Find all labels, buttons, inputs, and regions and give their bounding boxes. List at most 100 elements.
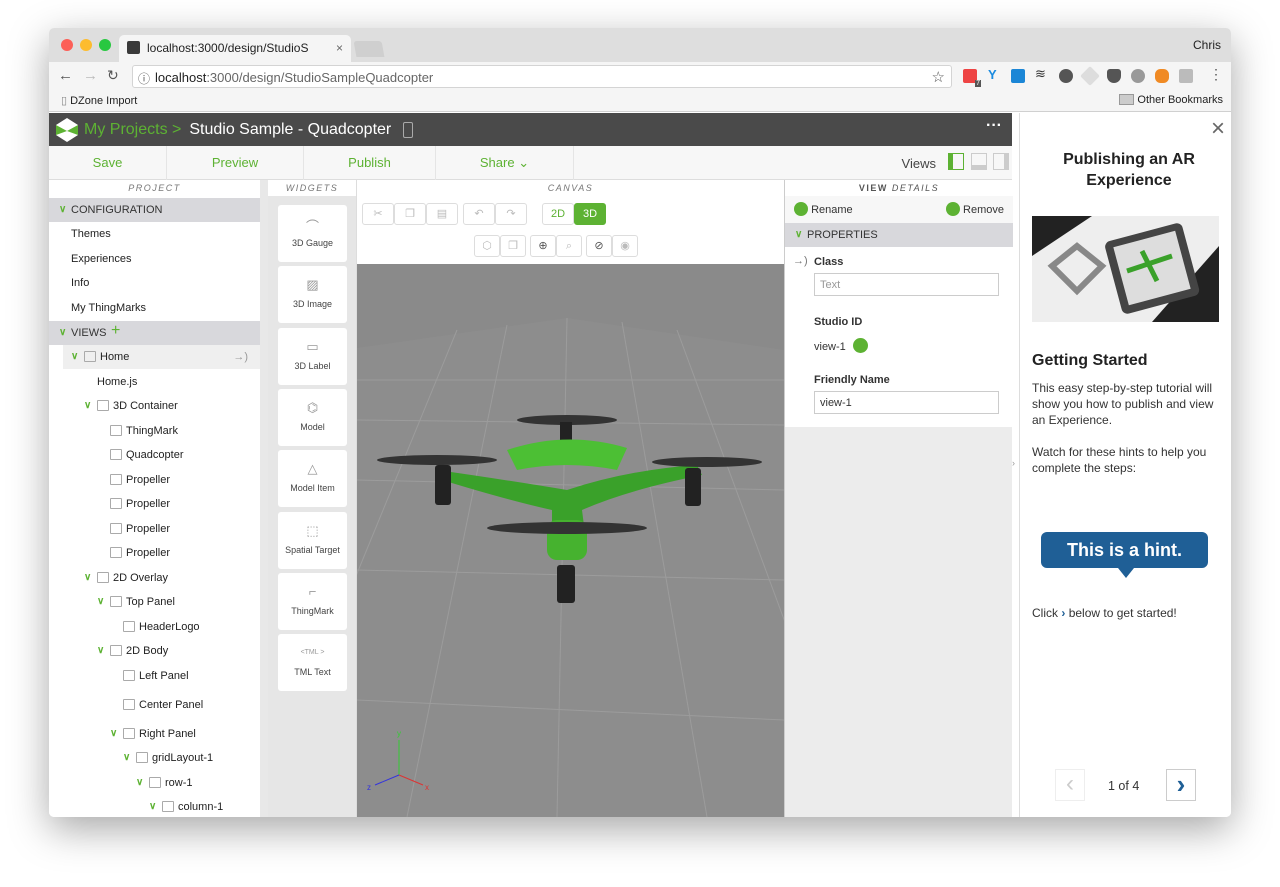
- chevron-down-icon[interactable]: ∨: [136, 777, 144, 788]
- tree-item[interactable]: ∨ 2D Body: [49, 639, 260, 663]
- widget-card[interactable]: ▨ 3D Image: [278, 266, 347, 324]
- widget-card[interactable]: △ Model Item: [278, 450, 347, 508]
- pocket-icon[interactable]: [1107, 69, 1121, 83]
- zoom-selected-icon[interactable]: ⌕: [556, 235, 582, 257]
- right-panel-layout-icon[interactable]: [993, 153, 1009, 170]
- widget-card[interactable]: ⬚ Spatial Target: [278, 511, 347, 569]
- cut-icon[interactable]: ✂: [362, 203, 394, 225]
- tree-item[interactable]: Propeller: [49, 541, 260, 565]
- other-bookmarks[interactable]: Other Bookmarks: [1119, 94, 1223, 106]
- tree-item[interactable]: Propeller: [49, 492, 260, 516]
- square-extension-icon[interactable]: [1179, 69, 1193, 83]
- diamond-extension-icon[interactable]: [1080, 66, 1100, 86]
- config-item[interactable]: Info: [49, 271, 260, 295]
- 3d-scene[interactable]: y x z: [357, 180, 784, 817]
- chevron-down-icon[interactable]: ∨: [149, 801, 157, 812]
- back-icon[interactable]: ←: [58, 67, 73, 84]
- browser-tab[interactable]: localhost:3000/design/StudioS ×: [119, 35, 351, 62]
- tree-item[interactable]: Left Panel: [49, 664, 260, 688]
- rename-button[interactable]: Rename: [794, 202, 853, 216]
- model-bounds-icon[interactable]: ⬡: [474, 235, 500, 257]
- friendly-name-input[interactable]: view-1: [814, 391, 999, 414]
- maximize-window-button[interactable]: [99, 39, 111, 51]
- zoom-fit-icon[interactable]: ⊕: [530, 235, 556, 257]
- bind-arrow-icon[interactable]: →): [793, 255, 808, 267]
- canvas-panel[interactable]: y x z CANVAS ✂ ❐ ▤ ↶ ↷ 2D 3D ⬡ ❐ ⊕ ⌕ ⊘ ◉: [357, 180, 784, 817]
- metamask-icon[interactable]: [1155, 69, 1169, 83]
- minimize-window-button[interactable]: [80, 39, 92, 51]
- share-button[interactable]: Share ⌄: [436, 146, 574, 180]
- device-preview-icon[interactable]: [403, 121, 414, 138]
- remove-button[interactable]: Remove: [945, 202, 1004, 216]
- forward-icon[interactable]: →: [83, 67, 98, 84]
- add-view-icon[interactable]: +: [111, 322, 121, 339]
- panel-divider[interactable]: [260, 180, 268, 817]
- navigate-arrow-icon[interactable]: →): [233, 351, 248, 363]
- tree-item[interactable]: ∨ 2D Overlay: [49, 566, 260, 590]
- duplicate-icon[interactable]: ❐: [500, 235, 526, 257]
- chevron-down-icon[interactable]: ∨: [110, 728, 118, 739]
- views-section[interactable]: ∨ VIEWS +: [49, 321, 260, 345]
- close-tutorial-icon[interactable]: ×: [1210, 115, 1225, 142]
- tree-item[interactable]: ∨ Home →): [63, 345, 260, 369]
- chevron-down-icon[interactable]: ∨: [123, 752, 131, 763]
- class-input[interactable]: Text: [814, 273, 999, 296]
- y-extension-icon[interactable]: Y: [988, 67, 997, 82]
- chevron-down-icon[interactable]: ∨: [97, 645, 105, 656]
- close-tab-icon[interactable]: ×: [335, 41, 343, 55]
- left-panel-layout-icon[interactable]: [948, 153, 964, 170]
- tree-item[interactable]: ∨ Top Panel: [49, 590, 260, 614]
- config-item[interactable]: My ThingMarks: [49, 296, 260, 320]
- tree-item[interactable]: Propeller: [49, 517, 260, 541]
- tree-item[interactable]: ∨ gridLayout-1: [49, 746, 260, 770]
- configuration-section[interactable]: ∨ CONFIGURATION: [49, 198, 260, 222]
- tree-item[interactable]: Propeller: [49, 468, 260, 492]
- mode-2d-button[interactable]: 2D: [542, 203, 574, 225]
- chevron-down-icon[interactable]: ∨: [71, 351, 79, 362]
- preview-button[interactable]: Preview: [167, 146, 304, 180]
- quadcopter-model[interactable]: [377, 415, 762, 603]
- previous-step-button[interactable]: ‹: [1055, 769, 1085, 801]
- mode-3d-button[interactable]: 3D: [574, 203, 606, 225]
- tree-item[interactable]: Center Panel: [49, 693, 260, 717]
- tree-item[interactable]: ∨ row-1: [49, 771, 260, 795]
- widget-card[interactable]: ⌒ 3D Gauge: [278, 205, 347, 262]
- reload-icon[interactable]: ↻: [107, 67, 119, 83]
- save-button[interactable]: Save: [49, 146, 167, 180]
- bookmark-dzone[interactable]: ▯ DZone Import: [61, 94, 137, 107]
- chevron-down-icon[interactable]: ∨: [97, 596, 105, 607]
- tree-item[interactable]: HeaderLogo: [49, 615, 260, 639]
- bookmark-star-icon[interactable]: ☆: [931, 69, 945, 86]
- evernote-icon[interactable]: [1059, 69, 1073, 83]
- widget-card[interactable]: ⌬ Model: [278, 388, 347, 446]
- tree-item[interactable]: ∨ Right Panel: [49, 722, 260, 746]
- bottom-panel-layout-icon[interactable]: [971, 153, 987, 170]
- tree-item[interactable]: Home.js: [49, 370, 260, 394]
- tree-item[interactable]: ∨ column-1: [49, 795, 260, 817]
- collapse-panel-icon[interactable]: ›: [1012, 458, 1015, 468]
- config-item[interactable]: Experiences: [49, 247, 260, 271]
- more-menu-button[interactable]: ···: [986, 117, 1002, 134]
- trello-icon[interactable]: [1011, 69, 1025, 83]
- gray-extension-icon[interactable]: [1131, 69, 1145, 83]
- publish-button[interactable]: Publish: [304, 146, 436, 180]
- edit-pencil-icon[interactable]: [853, 338, 868, 353]
- buffer-icon[interactable]: ≋: [1035, 66, 1046, 81]
- tree-item[interactable]: Quadcopter: [49, 443, 260, 467]
- widget-card[interactable]: ▭ 3D Label: [278, 327, 347, 385]
- redo-icon[interactable]: ↷: [495, 203, 527, 225]
- address-bar[interactable]: ⓘ localhost:3000/design/StudioSampleQuadc…: [132, 65, 952, 88]
- tree-item[interactable]: ∨ 3D Container: [49, 394, 260, 418]
- browser-menu-icon[interactable]: ⋮: [1209, 66, 1223, 82]
- new-tab-button[interactable]: [353, 41, 385, 57]
- profile-name[interactable]: Chris: [1192, 38, 1221, 52]
- properties-section[interactable]: ∨ PROPERTIES: [785, 223, 1013, 247]
- undo-icon[interactable]: ↶: [463, 203, 495, 225]
- show-icon[interactable]: ◉: [612, 235, 638, 257]
- next-step-button[interactable]: ›: [1166, 769, 1196, 801]
- config-item[interactable]: Themes: [49, 222, 260, 246]
- chevron-down-icon[interactable]: ∨: [84, 400, 92, 411]
- hide-icon[interactable]: ⊘: [586, 235, 612, 257]
- copy-icon[interactable]: ❐: [394, 203, 426, 225]
- close-window-button[interactable]: [61, 39, 73, 51]
